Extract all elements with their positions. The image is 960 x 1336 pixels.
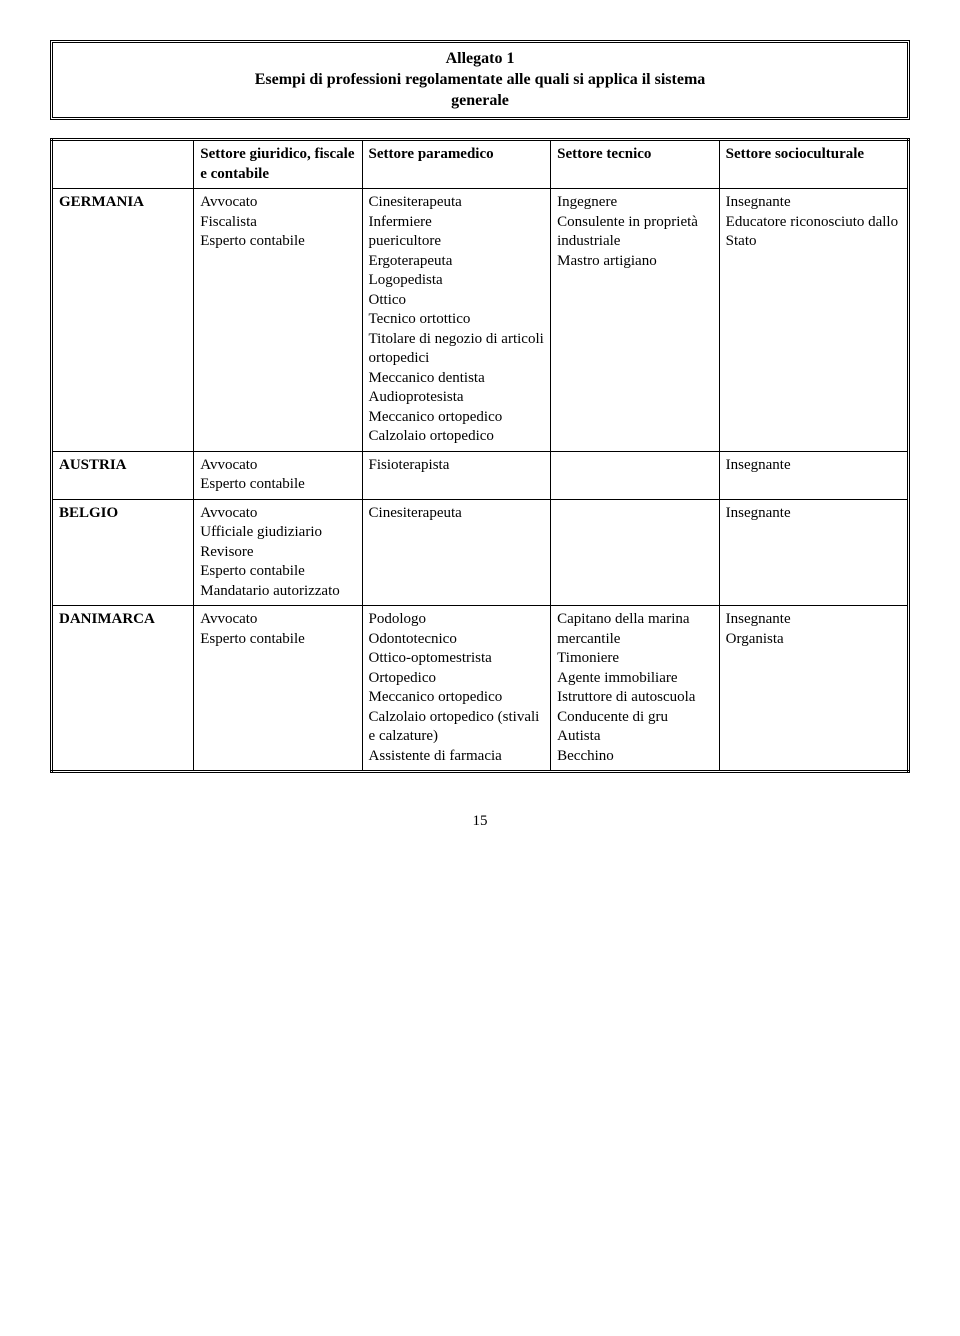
cell-col2: PodologoOdontotecnicoOttico-optomestrist… — [362, 606, 551, 772]
title-line-1: Allegato 1 — [67, 49, 893, 70]
title-line-2: Esempi di professioni regolamentate alle… — [67, 70, 893, 91]
cell-col3 — [551, 451, 720, 499]
cell-col2: Cinesiterapeuta — [362, 499, 551, 606]
table-row: AUSTRIAAvvocatoEsperto contabileFisioter… — [52, 451, 909, 499]
title-box: Allegato 1 Esempi di professioni regolam… — [50, 40, 910, 120]
cell-col2: CinesiterapeutaInfermierepuericultoreErg… — [362, 189, 551, 452]
title-line-3: generale — [67, 91, 893, 112]
cell-col4: Insegnante — [719, 451, 908, 499]
cell-col4: Insegnante — [719, 499, 908, 606]
cell-col3: IngegnereConsulente in proprietà industr… — [551, 189, 720, 452]
cell-col1: AvvocatoEsperto contabile — [194, 606, 362, 772]
cell-col4: InsegnanteOrganista — [719, 606, 908, 772]
cell-country: GERMANIA — [52, 189, 194, 452]
cell-country: DANIMARCA — [52, 606, 194, 772]
header-col4: Settore socioculturale — [719, 140, 908, 189]
cell-col3: Capitano della marina mercantileTimonier… — [551, 606, 720, 772]
table-row: GERMANIAAvvocatoFiscalistaEsperto contab… — [52, 189, 909, 452]
table-row: BELGIOAvvocatoUfficiale giudiziarioRevis… — [52, 499, 909, 606]
header-country — [52, 140, 194, 189]
cell-col3 — [551, 499, 720, 606]
header-col1: Settore giuridico, fiscale e contabile — [194, 140, 362, 189]
cell-col2: Fisioterapista — [362, 451, 551, 499]
table-header: Settore giuridico, fiscale e contabile S… — [52, 140, 909, 189]
cell-country: AUSTRIA — [52, 451, 194, 499]
cell-col1: AvvocatoFiscalistaEsperto contabile — [194, 189, 362, 452]
page-number: 15 — [50, 813, 910, 830]
header-col3: Settore tecnico — [551, 140, 720, 189]
header-col2: Settore paramedico — [362, 140, 551, 189]
professions-table: Settore giuridico, fiscale e contabile S… — [50, 138, 910, 773]
cell-col1: AvvocatoEsperto contabile — [194, 451, 362, 499]
table-body: GERMANIAAvvocatoFiscalistaEsperto contab… — [52, 189, 909, 772]
cell-col1: AvvocatoUfficiale giudiziarioRevisoreEsp… — [194, 499, 362, 606]
table-row: DANIMARCAAvvocatoEsperto contabilePodolo… — [52, 606, 909, 772]
cell-country: BELGIO — [52, 499, 194, 606]
cell-col4: InsegnanteEducatore riconosciuto dallo S… — [719, 189, 908, 452]
